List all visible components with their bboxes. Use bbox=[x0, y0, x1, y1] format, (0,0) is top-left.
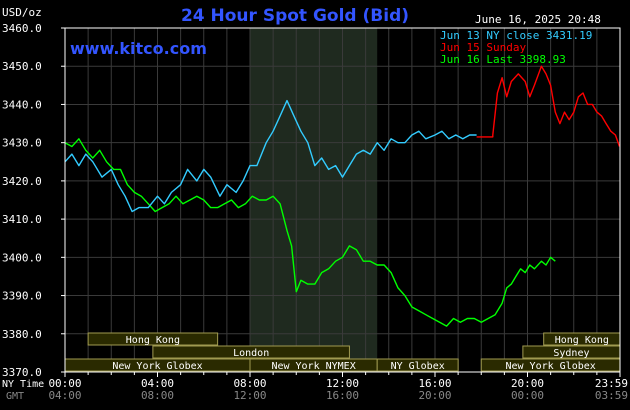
session-box bbox=[376, 358, 459, 372]
x-tick-label-gmt: 16:00 bbox=[326, 389, 359, 402]
legend-item-jun15: Jun 15 Sunday bbox=[440, 41, 526, 54]
series-line-0 bbox=[64, 99, 477, 213]
session-label: New York Globex bbox=[505, 361, 595, 372]
series-line-1 bbox=[476, 65, 621, 147]
y-tick-label: 3450.0 bbox=[2, 60, 42, 73]
session-label: Hong Kong bbox=[126, 335, 180, 346]
y-tick-label: 3460.0 bbox=[2, 22, 42, 35]
session-label: NY Globex bbox=[391, 361, 445, 372]
x-tick-label-ny: 23:59 bbox=[595, 377, 628, 390]
y-tick-label: 3440.0 bbox=[2, 98, 42, 111]
session-label: New York Globex bbox=[112, 361, 202, 372]
ny-time-label: NY Time bbox=[2, 379, 44, 390]
x-tick-label-ny: 00:00 bbox=[48, 377, 81, 390]
session-box bbox=[87, 332, 219, 346]
y-tick-label: 3430.0 bbox=[2, 137, 42, 150]
session-label: Sydney bbox=[553, 348, 589, 359]
y-tick-label: 3400.0 bbox=[2, 251, 42, 264]
x-tick-label-gmt: 03:59 bbox=[595, 389, 628, 402]
y-tick-label: 3380.0 bbox=[2, 328, 42, 341]
y-axis-label: USD/oz bbox=[2, 6, 42, 19]
x-tick-label-gmt: 00:00 bbox=[511, 389, 544, 402]
session-label: Hong Kong bbox=[555, 335, 609, 346]
legend-item-jun16: Jun 16 Last 3398.93 bbox=[440, 53, 566, 66]
x-tick-label-ny: 04:00 bbox=[141, 377, 174, 390]
x-tick-label-gmt: 20:00 bbox=[418, 389, 451, 402]
y-tick-label: 3370.0 bbox=[2, 366, 42, 379]
chart-title: 24 Hour Spot Gold (Bid) bbox=[181, 6, 409, 26]
x-tick-label-gmt: 08:00 bbox=[141, 389, 174, 402]
x-tick-label-ny: 20:00 bbox=[511, 377, 544, 390]
kitco-watermark: www.kitco.com bbox=[70, 39, 207, 58]
gmt-label: GMT bbox=[6, 391, 24, 402]
series-line-2 bbox=[64, 138, 556, 327]
x-tick-label-ny: 12:00 bbox=[326, 377, 359, 390]
session-label: London bbox=[233, 348, 269, 359]
legend-item-jun13: Jun 13 NY close 3431.19 bbox=[440, 29, 592, 42]
session-box bbox=[152, 345, 350, 359]
x-tick-label-gmt: 04:00 bbox=[48, 389, 81, 402]
legend: Jun 13 NY close 3431.19 Jun 15 Sunday Ju… bbox=[440, 29, 592, 66]
y-tick-label: 3410.0 bbox=[2, 213, 42, 226]
x-tick-label-ny: 08:00 bbox=[233, 377, 266, 390]
x-tick-label-gmt: 12:00 bbox=[233, 389, 266, 402]
y-tick-label: 3390.0 bbox=[2, 290, 42, 303]
x-tick-label-ny: 16:00 bbox=[418, 377, 451, 390]
nymex-shaded-region bbox=[250, 28, 378, 372]
session-label: New York NYMEX bbox=[271, 361, 355, 372]
y-tick-label: 3420.0 bbox=[2, 175, 42, 188]
chart-date: June 16, 2025 20:48 bbox=[475, 13, 601, 26]
